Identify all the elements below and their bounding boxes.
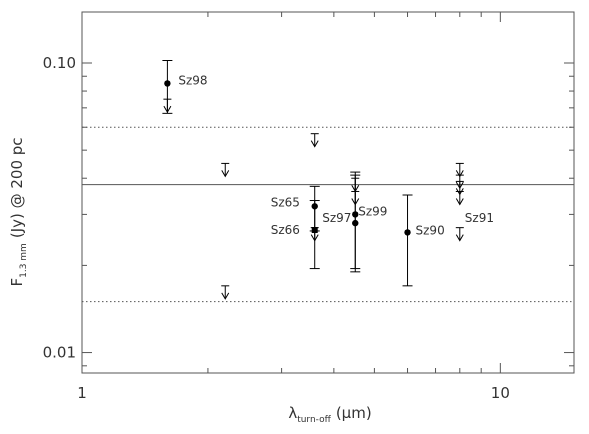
y-axis-label-main: F [8, 278, 26, 287]
x-axis-label-unit: (μm) [336, 404, 372, 422]
y-axis-label-rest: (Jy) @ 200 pc [8, 137, 26, 238]
x-tick-label: 10 [491, 384, 510, 402]
data-point-square [311, 227, 318, 234]
upper-limit-head [455, 234, 464, 242]
x-axis-label-main: λ [288, 404, 297, 422]
point-label-sz97: Sz97 [322, 211, 351, 225]
upper-limit-head [221, 170, 230, 178]
point-label-sz90: Sz90 [416, 223, 445, 237]
upper-limit-arrow [455, 227, 464, 242]
point-label-sz66: Sz66 [271, 223, 300, 237]
data-point [404, 229, 411, 236]
upper-limit-arrow [455, 190, 464, 206]
upper-limit-head [310, 140, 319, 148]
reference-lines [82, 126, 574, 303]
point-label-sz98: Sz98 [178, 73, 207, 87]
upper-limit-arrow [455, 162, 464, 178]
upper-limit-head [455, 198, 464, 206]
plot-border [81, 11, 575, 374]
x-axis-label-subscript: turn-off [297, 415, 331, 425]
y-tick-label: 0.10 [43, 54, 76, 72]
upper-limit-arrow [310, 133, 319, 148]
data-series: Sz98 Sz65 Sz66 Sz97 Sz99 Sz90 Sz91 [162, 60, 494, 300]
point-label-sz99: Sz99 [358, 204, 387, 218]
data-point [164, 80, 171, 87]
y-axis-label: F1.3 mm (Jy) @ 200 pc [8, 137, 29, 286]
upper-limit-arrow [221, 162, 230, 178]
upper-limit-arrow [221, 285, 230, 300]
upper-limit-head [221, 292, 230, 300]
plot-frame [81, 11, 575, 374]
point-label-sz91: Sz91 [465, 211, 494, 225]
point-label-sz65: Sz65 [271, 195, 300, 209]
x-axis-label: λturn-off (μm) [288, 404, 371, 425]
axis-labels: λturn-off (μm) F1.3 mm (Jy) @ 200 pc [8, 137, 372, 425]
y-tick-label: 0.01 [43, 344, 76, 362]
data-point [352, 211, 359, 218]
y-axis-label-subscript: 1.3 mm [19, 243, 29, 278]
x-tick-label: 1 [77, 384, 87, 402]
axis-ticks: 1 10 0.01 0.10 [43, 12, 574, 402]
